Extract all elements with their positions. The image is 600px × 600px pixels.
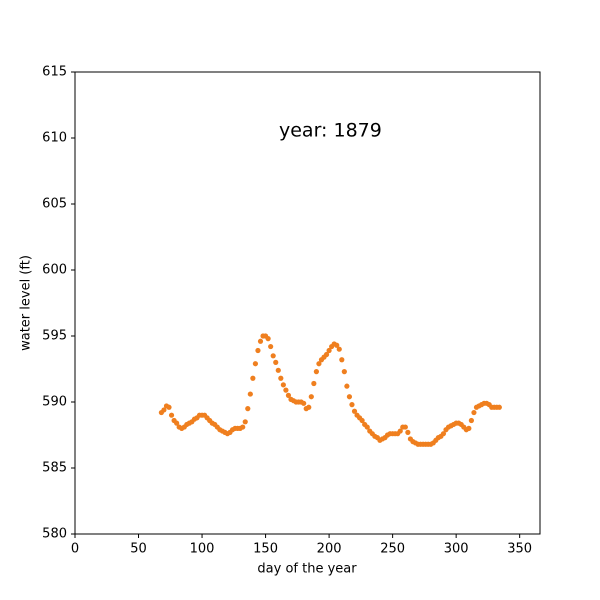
point bbox=[311, 380, 317, 387]
y-tick-label: 580 bbox=[42, 527, 67, 542]
point bbox=[359, 417, 365, 424]
point bbox=[301, 400, 307, 406]
point bbox=[468, 417, 474, 424]
point bbox=[240, 424, 246, 430]
point bbox=[306, 404, 312, 410]
point bbox=[344, 383, 350, 389]
point bbox=[351, 408, 358, 414]
x-tick-label: 250 bbox=[380, 542, 405, 557]
point bbox=[316, 361, 322, 367]
point bbox=[275, 367, 281, 373]
point bbox=[270, 353, 276, 359]
point bbox=[252, 361, 259, 367]
point bbox=[250, 375, 256, 381]
x-tick-label: 100 bbox=[190, 542, 215, 557]
point bbox=[308, 394, 314, 400]
point bbox=[161, 407, 167, 413]
x-tick-label: 50 bbox=[130, 542, 147, 557]
x-tick-label: 200 bbox=[317, 542, 342, 557]
point bbox=[283, 387, 289, 393]
point bbox=[255, 347, 261, 354]
point bbox=[397, 428, 403, 434]
point bbox=[402, 424, 408, 430]
point bbox=[242, 419, 248, 425]
point bbox=[471, 409, 477, 416]
y-axis-label: water level (ft) bbox=[19, 255, 34, 351]
point bbox=[364, 424, 370, 430]
point bbox=[265, 336, 271, 342]
x-axis-label: day of the year bbox=[257, 562, 357, 577]
point bbox=[313, 369, 319, 375]
point bbox=[247, 391, 253, 397]
point bbox=[496, 404, 502, 410]
annotation: year: 1879 bbox=[279, 120, 382, 142]
y-tick-label: 615 bbox=[42, 65, 67, 80]
plot-frame bbox=[74, 71, 541, 535]
point bbox=[268, 343, 274, 350]
point bbox=[166, 404, 172, 410]
point bbox=[280, 382, 286, 388]
point bbox=[466, 425, 472, 431]
x-tick-label: 300 bbox=[444, 542, 469, 557]
point bbox=[257, 338, 264, 344]
point bbox=[285, 392, 292, 398]
point bbox=[334, 342, 340, 348]
y-tick-label: 600 bbox=[42, 263, 67, 278]
point bbox=[349, 402, 355, 408]
point bbox=[346, 394, 353, 400]
point bbox=[339, 357, 345, 363]
point bbox=[278, 375, 284, 381]
point bbox=[168, 412, 175, 418]
point bbox=[174, 420, 180, 426]
point bbox=[336, 346, 342, 352]
point bbox=[326, 347, 332, 354]
point bbox=[323, 351, 330, 358]
x-tick-label: 0 bbox=[71, 542, 79, 557]
y-tick-label: 585 bbox=[42, 461, 67, 476]
y-tick-label: 595 bbox=[42, 329, 67, 344]
point bbox=[245, 406, 251, 412]
point bbox=[341, 369, 347, 375]
point bbox=[273, 359, 279, 365]
y-tick-label: 605 bbox=[42, 197, 67, 212]
x-tick-label: 350 bbox=[507, 542, 532, 557]
point bbox=[405, 429, 411, 435]
point bbox=[440, 431, 447, 437]
x-tick-label: 150 bbox=[253, 542, 278, 557]
y-tick-label: 610 bbox=[42, 131, 67, 146]
y-tick-label: 590 bbox=[42, 395, 67, 410]
